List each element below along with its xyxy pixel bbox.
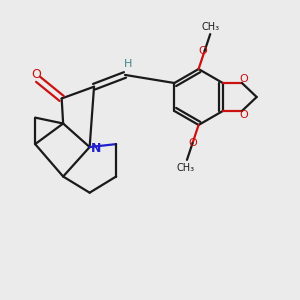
Text: H: H	[124, 59, 133, 69]
Text: O: O	[239, 110, 248, 119]
Text: O: O	[199, 46, 208, 56]
Text: O: O	[239, 74, 248, 85]
Text: CH₃: CH₃	[202, 22, 220, 32]
Text: O: O	[188, 138, 197, 148]
Text: CH₃: CH₃	[176, 163, 194, 173]
Text: N: N	[91, 142, 101, 155]
Text: O: O	[32, 68, 42, 81]
